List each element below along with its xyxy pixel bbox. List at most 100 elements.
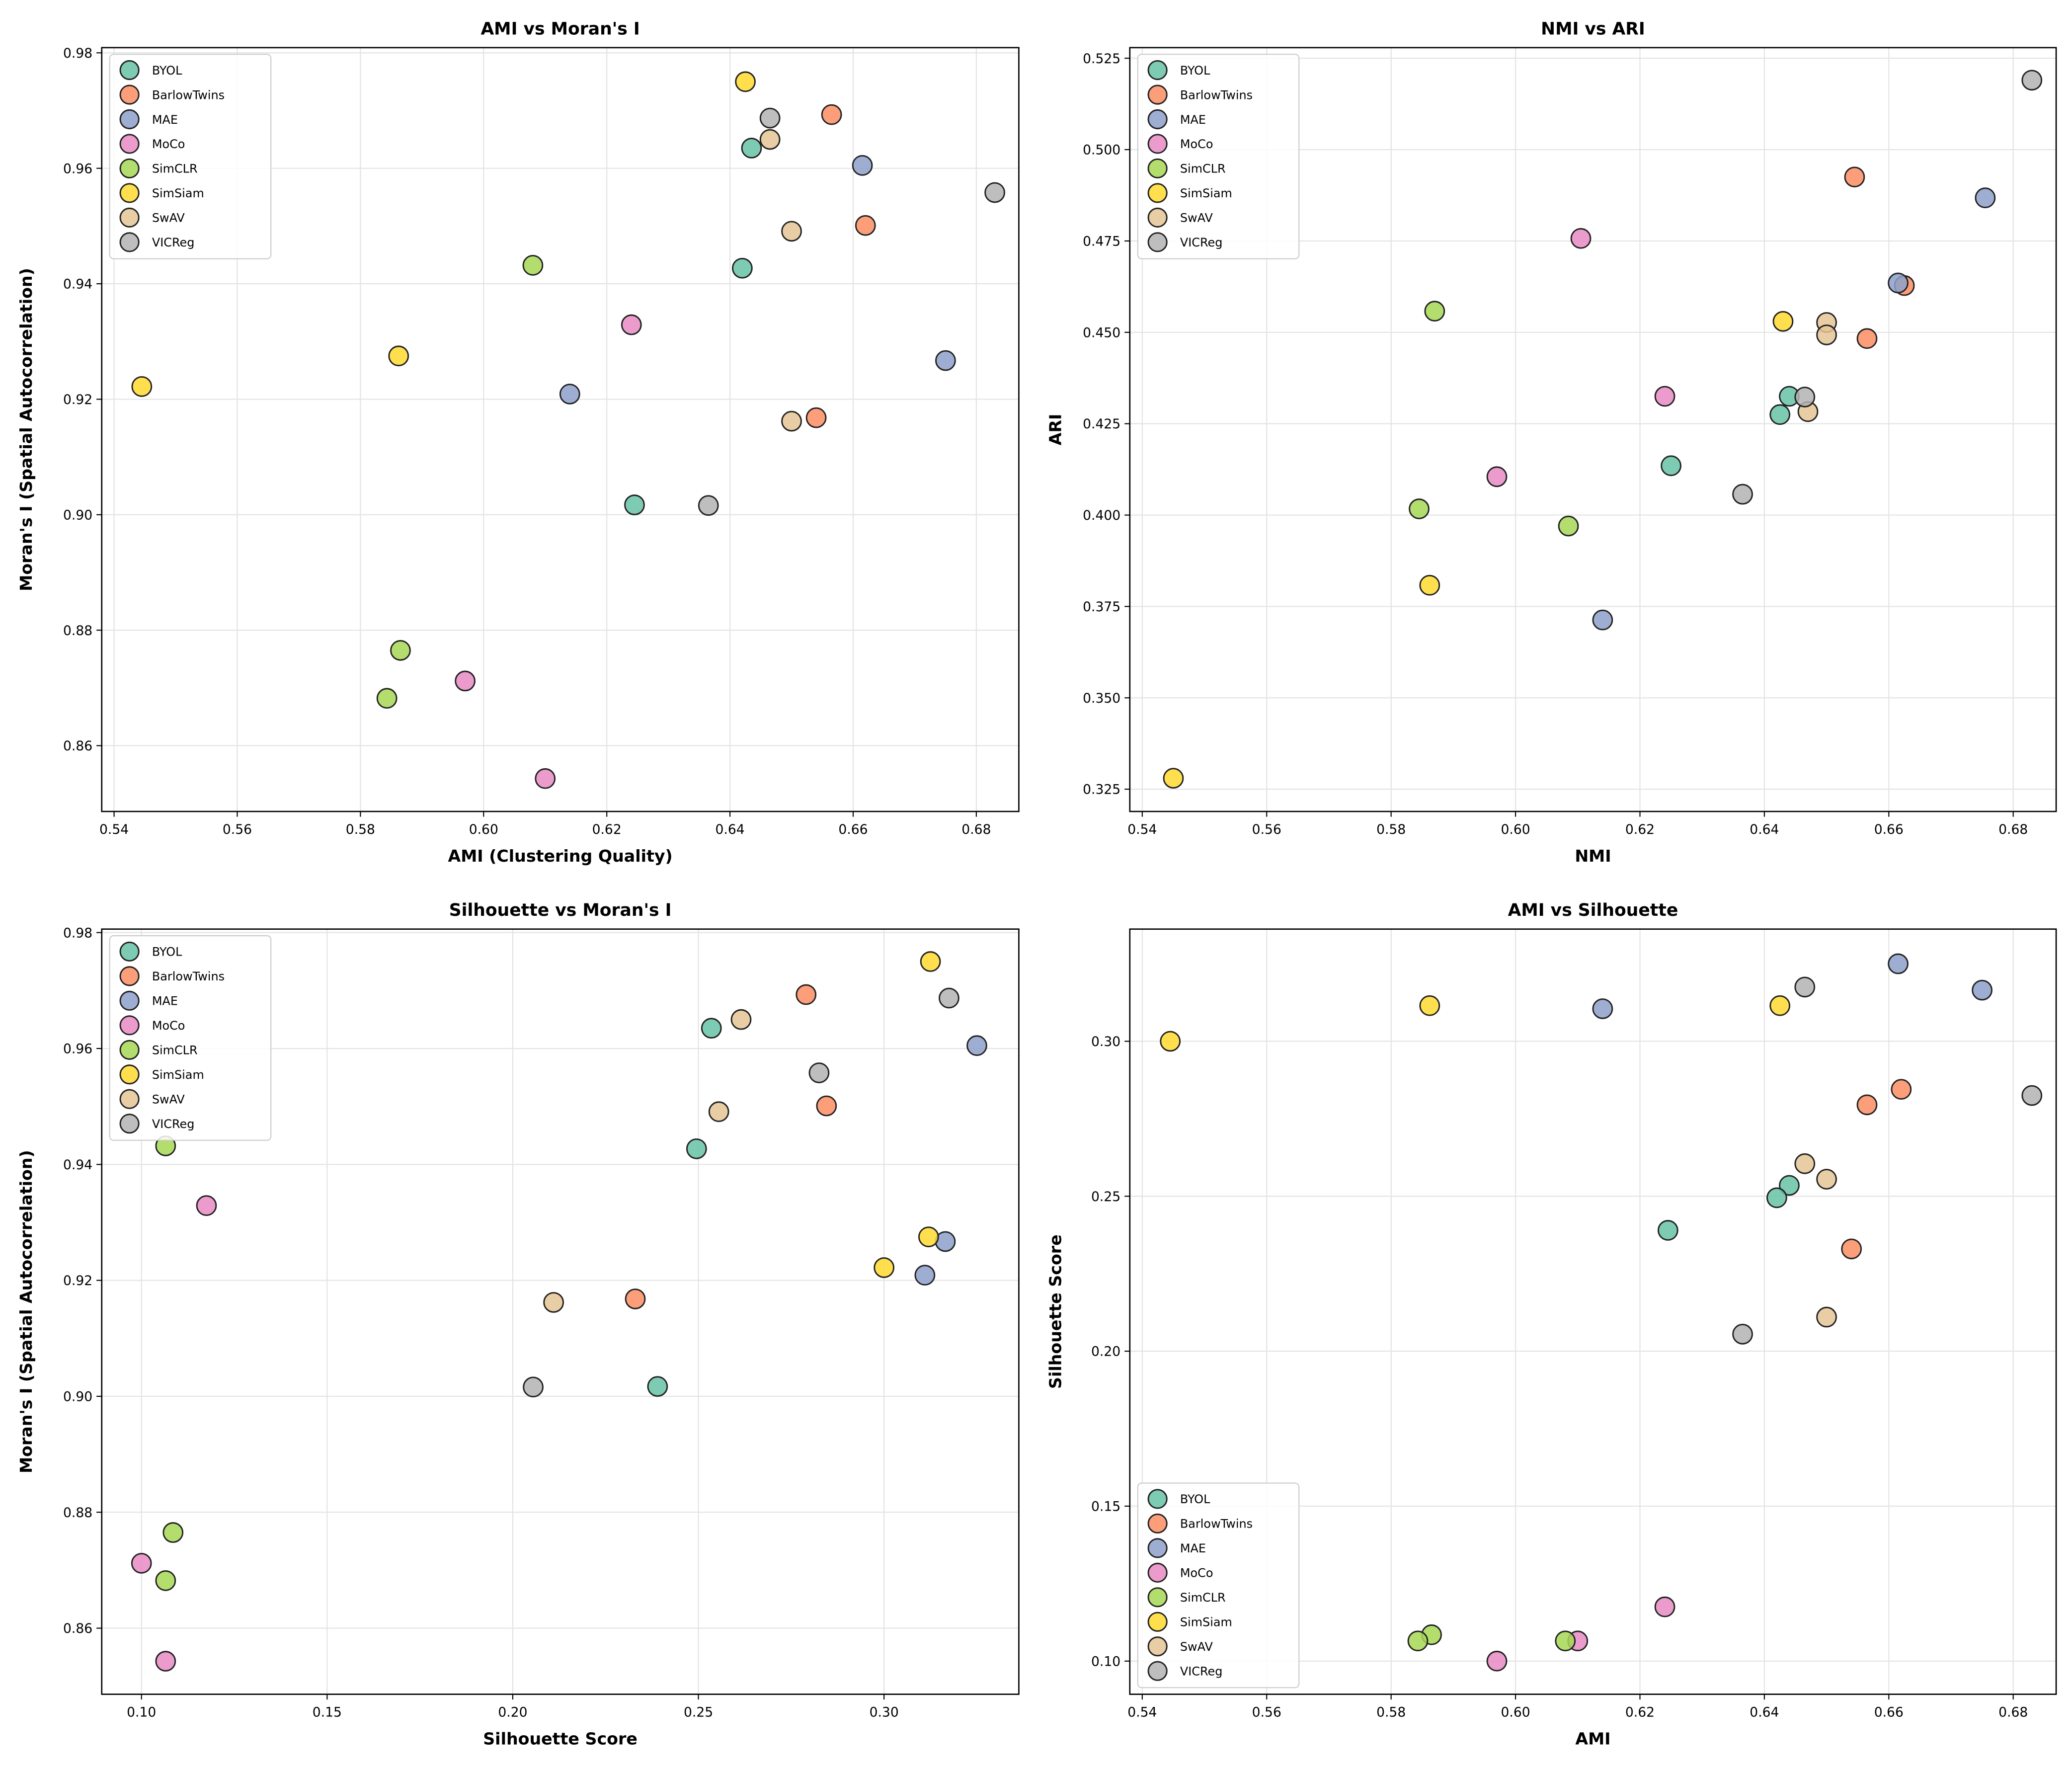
scatter-point <box>920 951 941 972</box>
legend-box <box>109 935 272 1141</box>
legend-label: BYOL <box>152 64 182 78</box>
scatter-point <box>1654 1596 1675 1617</box>
scatter-point <box>1407 1630 1429 1652</box>
scatter-point <box>1794 387 1816 407</box>
legend-label: BarlowTwins <box>152 88 225 102</box>
subplot: 0.54 0.56 0.58 0.60 0.62 0.64 0.66 0.68 0.325 0.3… <box>1046 19 2057 866</box>
x-tick-label: 0.66 <box>1874 822 1904 837</box>
x-tick-label: 0.54 <box>1127 1705 1157 1720</box>
scatter-point <box>1570 228 1592 249</box>
x-tick-label: 0.30 <box>870 1705 899 1720</box>
legend-marker <box>1147 60 1168 81</box>
x-tick-label: 0.20 <box>498 1705 527 1720</box>
scatter-point <box>647 1376 668 1397</box>
scatter-point <box>741 138 762 159</box>
chart-title: AMI vs Silhouette <box>1508 900 1678 920</box>
legend: BYOL BarlowTwins MAE MoCo SimCLR SimSiam SwAV V… <box>1137 1482 1300 1689</box>
scatter-point <box>1486 466 1508 487</box>
scatter-point <box>855 215 876 236</box>
legend-label: BYOL <box>1180 64 1210 78</box>
y-tick-label: 0.425 <box>1083 416 1120 432</box>
y-tick-label: 0.30 <box>1091 1034 1120 1049</box>
legend-label: BarlowTwins <box>1180 88 1253 102</box>
y-tick-label: 0.96 <box>63 161 92 176</box>
legend-marker <box>119 232 140 252</box>
legend: BYOL BarlowTwins MAE MoCo SimCLR SimSiam SwAV V… <box>109 54 272 259</box>
axes-frame <box>101 47 1020 812</box>
scatter-point <box>390 640 411 661</box>
scatter-point <box>1769 404 1791 425</box>
legend-label: VICReg <box>152 236 195 249</box>
x-tick-label: 0.62 <box>1625 822 1655 837</box>
legend-marker <box>119 109 140 130</box>
y-tick-label: 0.88 <box>63 1505 92 1521</box>
scatter-point <box>1816 324 1837 345</box>
legend-label: VICReg <box>152 1117 195 1131</box>
y-tick-label: 0.88 <box>63 623 92 639</box>
y-tick-label: 0.98 <box>63 46 92 61</box>
scatter-point <box>808 1062 830 1083</box>
x-tick-label: 0.54 <box>1127 822 1157 837</box>
x-tick-label: 0.66 <box>838 822 868 837</box>
scatter-point <box>131 1553 152 1574</box>
y-axis-label: Silhouette Score <box>1046 1234 1065 1389</box>
scatter-point <box>1888 953 1909 974</box>
legend-marker <box>119 1089 140 1109</box>
legend-marker <box>1147 183 1168 203</box>
legend-marker <box>119 1015 140 1036</box>
x-tick-label: 0.64 <box>715 822 744 837</box>
scatter-point <box>1794 1153 1816 1174</box>
legend-marker <box>1147 1489 1168 1509</box>
legend-marker <box>1147 232 1168 252</box>
scatter-point <box>1972 979 1992 1001</box>
scatter-point <box>698 495 719 516</box>
scatter-point <box>624 494 645 515</box>
legend-marker <box>1147 1612 1168 1632</box>
subplot: 0.54 0.56 0.58 0.60 0.62 0.64 0.66 0.68 0.86 0.88… <box>16 19 1020 866</box>
x-tick-label: 0.56 <box>223 822 252 837</box>
legend-marker <box>1147 1562 1168 1583</box>
scatter-point <box>1888 272 1909 294</box>
y-axis-label: ARI <box>1046 414 1065 446</box>
scatter-point <box>1856 1094 1878 1116</box>
scatter-point <box>852 155 873 176</box>
legend-marker <box>1147 1513 1168 1533</box>
x-axis-label: NMI <box>1575 846 1611 866</box>
scatter-point <box>759 129 781 150</box>
x-tick-label: 0.56 <box>1252 822 1281 837</box>
scatter-point <box>1732 1323 1753 1345</box>
scatter-point <box>1772 311 1794 332</box>
x-tick-label: 0.62 <box>592 822 622 837</box>
scatter-point <box>821 104 842 125</box>
legend-label: SimCLR <box>1180 162 1226 176</box>
x-tick-label: 0.60 <box>469 822 498 837</box>
legend-label: SwAV <box>152 1092 185 1106</box>
scatter-point <box>1769 995 1791 1016</box>
scatter-point <box>2021 70 2043 91</box>
scatter-point <box>1856 328 1878 349</box>
scatter-point <box>1732 484 1753 505</box>
x-tick-label: 0.68 <box>1998 1705 2028 1720</box>
y-axis-label: Moran's I (Spatial Autocorrelation) <box>16 268 36 591</box>
legend-label: MoCo <box>152 137 185 151</box>
scatter-point <box>1816 1169 1837 1190</box>
x-tick-label: 0.58 <box>346 822 375 837</box>
y-tick-label: 0.86 <box>63 738 92 754</box>
y-tick-label: 0.375 <box>1083 599 1120 615</box>
subplot: 0.10 0.15 0.20 0.25 0.30 0.86 0.88 0.90 0.92 0.94… <box>16 900 1020 1749</box>
scatter-point <box>522 255 544 276</box>
scatter-point <box>388 345 409 367</box>
x-tick-label: 0.64 <box>1750 1705 1779 1720</box>
scatter-point <box>1975 187 1996 209</box>
scatter-point <box>1558 515 1579 537</box>
y-tick-label: 0.15 <box>1091 1499 1120 1515</box>
legend-marker <box>119 1040 140 1060</box>
y-tick-label: 0.450 <box>1083 325 1120 340</box>
y-tick-label: 0.20 <box>1091 1344 1120 1360</box>
x-tick-label: 0.25 <box>684 1705 713 1720</box>
legend-marker <box>119 207 140 228</box>
legend-box <box>1137 54 1300 259</box>
x-tick-label: 0.54 <box>99 822 129 837</box>
scatter-point <box>686 1138 707 1159</box>
axes-frame <box>1129 928 2057 1695</box>
